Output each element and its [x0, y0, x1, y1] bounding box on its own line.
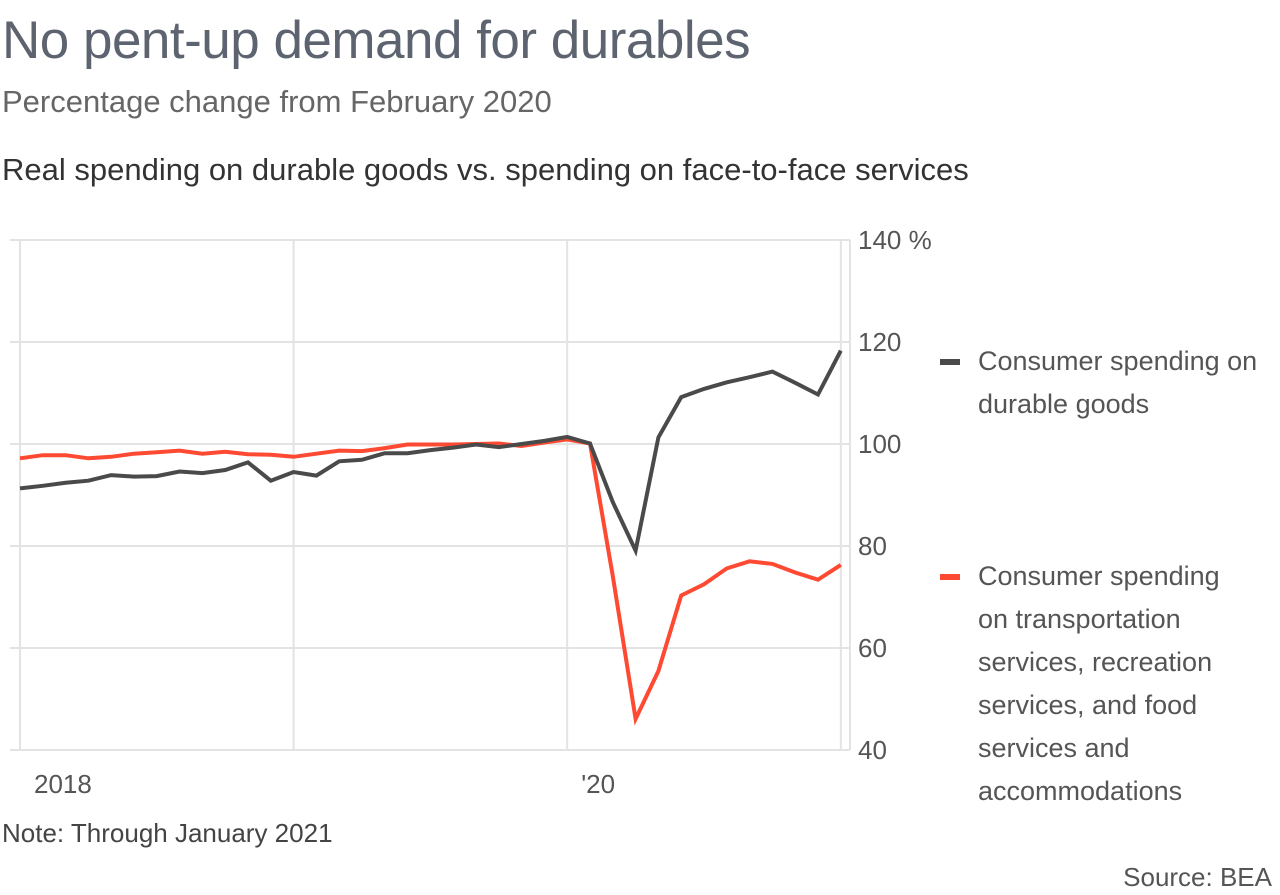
chart-title: No pent-up demand for durables [2, 11, 751, 70]
legend-swatch [940, 574, 960, 580]
legend-item-services: Consumer spending on transportation serv… [940, 555, 1243, 813]
y-tick-label: 120 [858, 327, 901, 357]
y-tick-label: 60 [858, 633, 887, 663]
legend-swatch [940, 359, 960, 365]
y-tick-label: 140 % [858, 225, 932, 255]
y-tick-label: 40 [858, 735, 887, 765]
source: Source: BEA [1123, 862, 1272, 892]
y-tick-label: 100 [858, 429, 901, 459]
y-tick-label: 80 [858, 531, 887, 561]
legend-label: Consumer spending on transportation serv… [978, 561, 1220, 806]
series-line-0 [19, 349, 843, 557]
x-tick-label: 2018 [34, 769, 92, 799]
legend-label: Consumer spending on durable goods [978, 346, 1258, 419]
legend-item-durables: Consumer spending on durable goods [940, 340, 1268, 426]
chart-subtitle: Percentage change from February 2020 [2, 84, 552, 119]
note: Note: Through January 2021 [2, 818, 333, 848]
x-tick-label: '20 [581, 769, 615, 799]
series-line-1 [19, 437, 842, 726]
chart-description: Real spending on durable goods vs. spend… [2, 152, 969, 187]
